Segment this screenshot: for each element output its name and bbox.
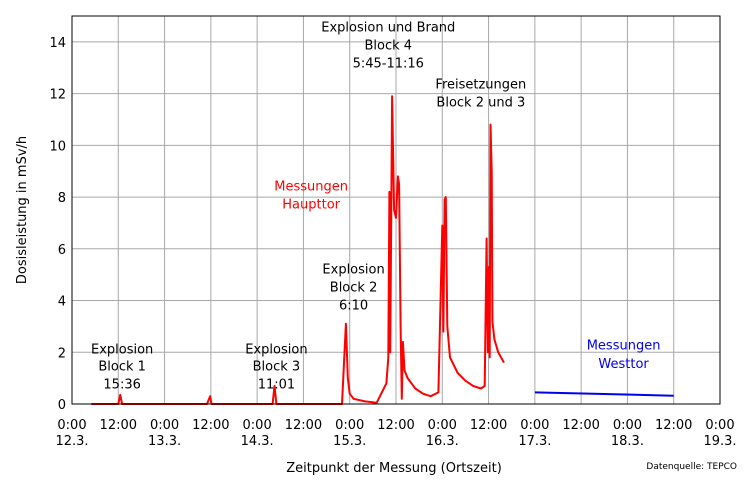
x-axis-label: Zeitpunkt der Messung (Ortszeit) (286, 461, 502, 476)
y-tick-label: 0 (58, 398, 66, 413)
annotation-label: Explosion (91, 343, 153, 358)
x-tick-date-label: 12.3. (55, 434, 88, 449)
x-tick-date-label: 15.3. (333, 434, 366, 449)
annotation-label: Block 4 (364, 39, 412, 54)
x-tick-date-label: 17.3. (518, 434, 551, 449)
annotation-label: 5:45-11:16 (353, 57, 424, 72)
annotation-label: Messungen (274, 180, 348, 195)
x-tick-time-label: 0:00 (705, 418, 734, 433)
x-tick-date-label: 13.3. (148, 434, 181, 449)
y-tick-label: 10 (49, 139, 66, 154)
annotation-label: Block 2 (330, 280, 378, 295)
x-tick-date-label: 19.3. (703, 434, 736, 449)
annotation-label: 15:36 (103, 377, 140, 392)
x-tick-time-label: 0:00 (243, 418, 272, 433)
y-tick-label: 4 (58, 295, 66, 310)
x-tick-time-label: 12:00 (285, 418, 322, 433)
x-tick-date-label: 14.3. (241, 434, 274, 449)
x-tick-time-label: 12:00 (562, 418, 599, 433)
annotation-label: Block 3 (253, 359, 301, 374)
annotation-label: Block 2 und 3 (436, 96, 525, 111)
annotation-label: 6:10 (339, 299, 368, 314)
y-tick-labels: 0 2 4 6 8 10 12 14 (49, 36, 66, 413)
x-tick-time-label: 0:00 (57, 418, 86, 433)
x-tick-time-label: 12:00 (470, 418, 507, 433)
x-tick-time-label: 0:00 (613, 418, 642, 433)
x-tick-time-label: 0:00 (335, 418, 364, 433)
y-tick-label: 6 (58, 243, 66, 258)
annotation-label: Explosion (322, 262, 384, 277)
series-line (534, 391, 674, 397)
annotation-label: Westtor (598, 357, 649, 372)
x-tick-time-label: 0:00 (428, 418, 457, 433)
x-tick-date-label: 18.3. (611, 434, 644, 449)
x-tick-time-label: 12:00 (377, 418, 414, 433)
y-axis-label: Dosisleistung in mSv/h (15, 136, 30, 284)
plot-frame (71, 15, 721, 405)
y-tick-label: 8 (58, 191, 66, 206)
annotation-label: Freisetzungen (435, 77, 526, 92)
source-note: Datenquelle: TEPCO (646, 462, 737, 472)
x-tick-time-label: 12:00 (100, 418, 137, 433)
y-tick-label: 2 (58, 346, 66, 361)
annotation-label: Messungen (587, 339, 661, 354)
x-tick-time-label: 0:00 (150, 418, 179, 433)
x-tick-time-label: 12:00 (655, 418, 692, 433)
annotation-label: Block 1 (98, 359, 146, 374)
annotation-label: 11:01 (258, 377, 295, 392)
x-tick-date-label: 16.3. (426, 434, 459, 449)
x-tick-time-label: 0:00 (520, 418, 549, 433)
x-tick-time-label: 12:00 (192, 418, 229, 433)
annotation-label: Explosion und Brand (321, 21, 455, 36)
annotation-label: Explosion (245, 343, 307, 358)
y-tick-label: 14 (49, 36, 66, 51)
annotation-label: Haupttor (282, 198, 340, 213)
y-tick-label: 12 (49, 88, 66, 103)
